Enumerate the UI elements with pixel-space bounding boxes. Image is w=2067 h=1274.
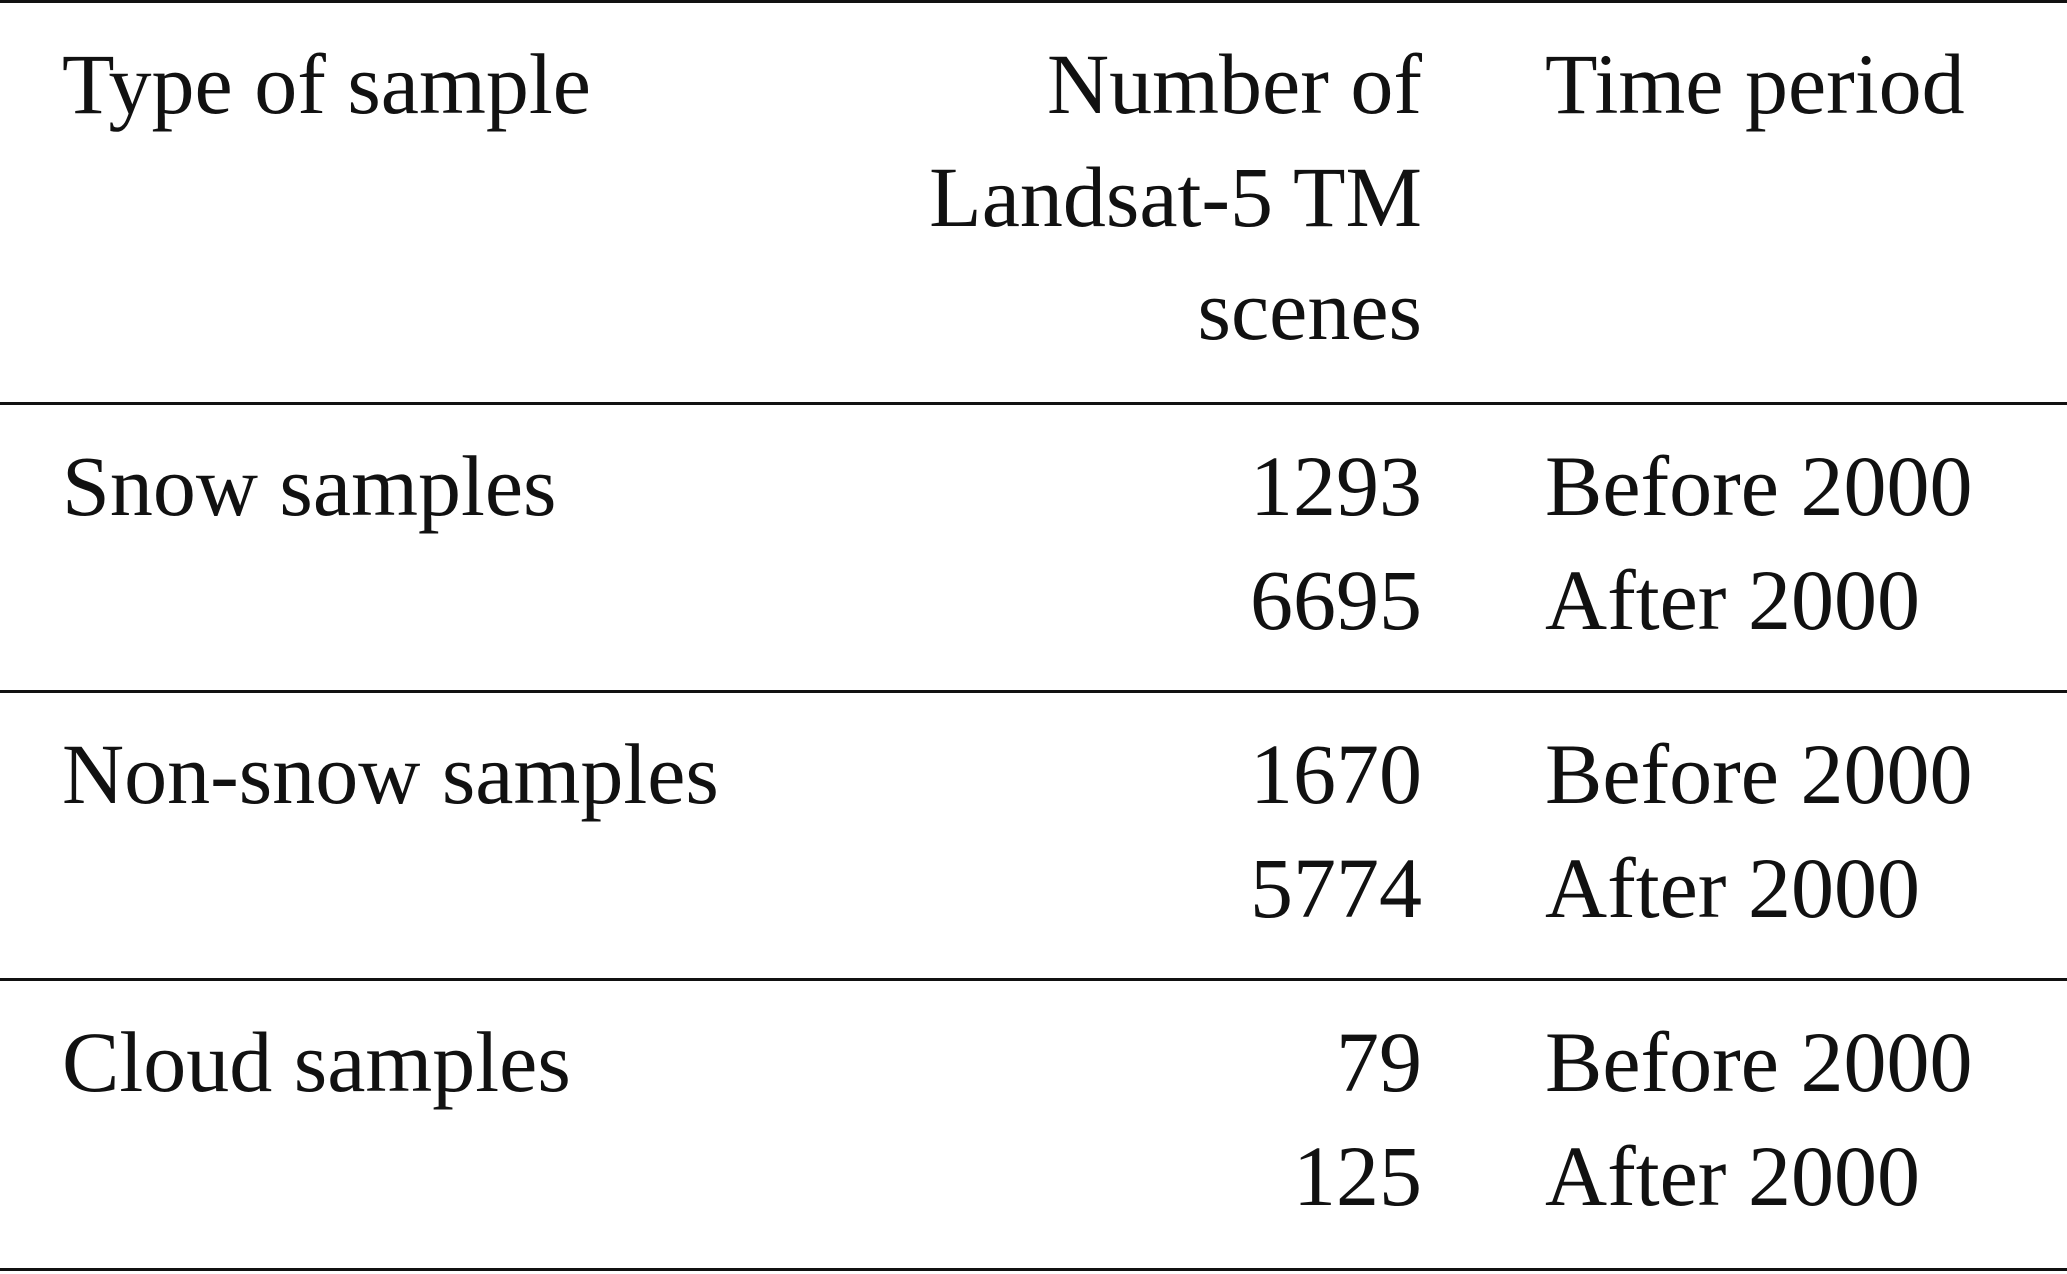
- table-top-rule: [0, 0, 2067, 3]
- cell-number: 1293: [1250, 438, 1422, 534]
- header-type-of-sample: Type of sample: [62, 36, 591, 132]
- header-time-period: Time period: [1545, 36, 1965, 132]
- group-label-non-snow: Non-snow samples: [62, 726, 719, 822]
- header-number-line-2: Landsat-5 TM: [929, 149, 1422, 245]
- header-number-line-1: Number of: [1047, 36, 1422, 132]
- group-label-cloud: Cloud samples: [62, 1014, 571, 1110]
- group-label-snow: Snow samples: [62, 438, 557, 534]
- cell-time-period: After 2000: [1545, 552, 1920, 648]
- cell-number: 79: [1336, 1014, 1422, 1110]
- header-number-line-3: scenes: [1197, 262, 1422, 358]
- cell-number: 5774: [1250, 840, 1422, 936]
- cell-number: 6695: [1250, 552, 1422, 648]
- cell-number: 125: [1293, 1128, 1422, 1224]
- group-rule: [0, 690, 2067, 693]
- cell-time-period: Before 2000: [1545, 726, 1973, 822]
- header-number-of-scenes: Number of Landsat-5 TM scenes: [700, 28, 1422, 367]
- cell-time-period: Before 2000: [1545, 1014, 1973, 1110]
- cell-number: 1670: [1250, 726, 1422, 822]
- cell-time-period: After 2000: [1545, 1128, 1920, 1224]
- table-bottom-rule: [0, 1268, 2067, 1271]
- header-rule: [0, 402, 2067, 405]
- group-rule: [0, 978, 2067, 981]
- cell-time-period: Before 2000: [1545, 438, 1973, 534]
- cell-time-period: After 2000: [1545, 840, 1920, 936]
